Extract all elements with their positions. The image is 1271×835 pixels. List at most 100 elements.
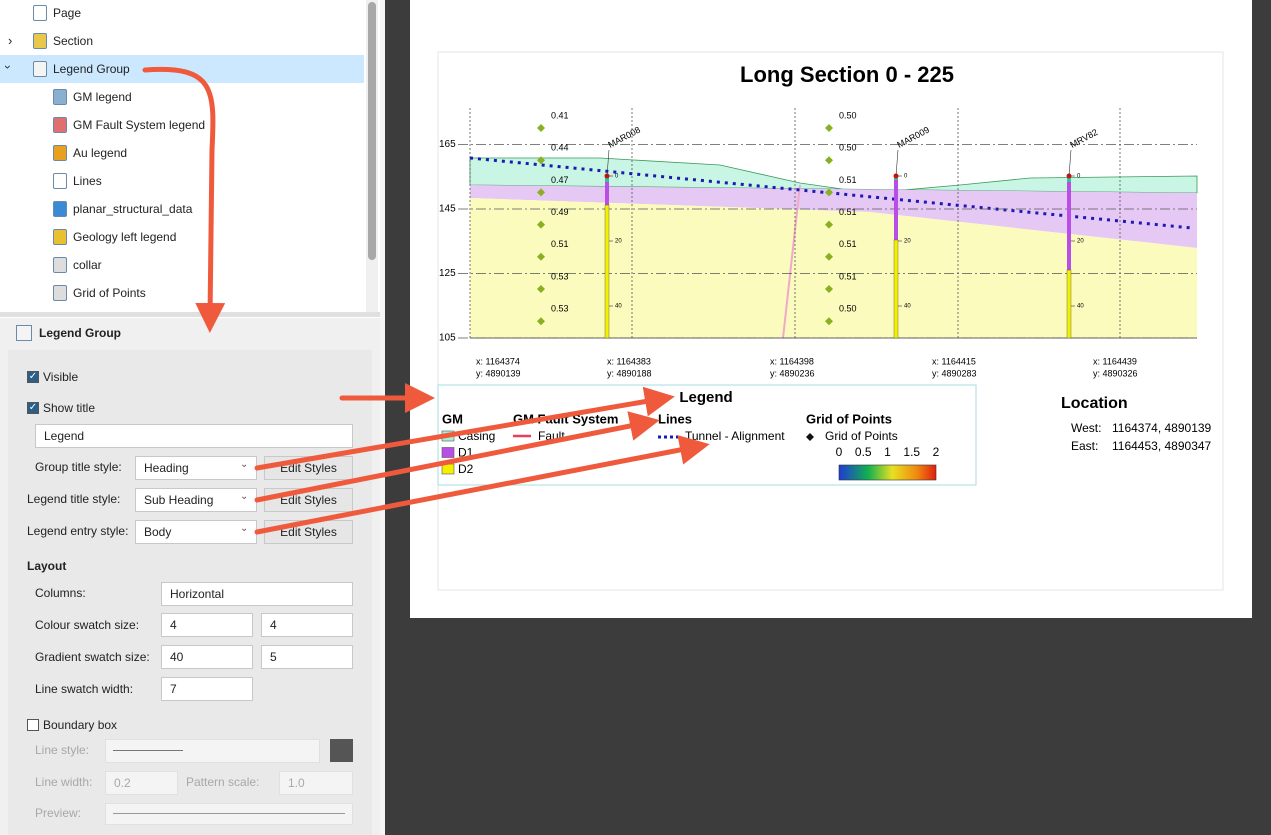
vertical-splitter[interactable] [380,0,385,835]
field-label: Pattern scale: [186,775,260,789]
depth-label: 20 [904,239,911,245]
coordinate-label: y: 4890139 [476,368,521,378]
elevation-label: 105 [439,333,456,344]
annotation-arrows [142,66,710,535]
style-select[interactable]: Body [135,520,257,544]
gradient-tick-label: 2 [933,445,940,459]
grid-symbol [806,433,814,441]
gradient-tick-label: 0 [836,445,843,459]
tree-item[interactable]: Legend Group [53,62,130,76]
drillhole-casing [605,176,609,182]
legend-group-title: Lines [658,411,692,426]
location-label: East: [1071,439,1098,453]
tree-item[interactable]: GM Fault System legend [73,118,206,132]
hole-leader [606,149,610,177]
drillhole-d1 [605,182,609,205]
style-label: Legend entry style: [27,524,129,538]
dropdown-arrow: ⌄ [240,491,249,502]
grid-point [825,188,833,197]
depth-label: 40 [615,304,622,310]
hole-leader [895,149,899,177]
legend-entry: D2 [458,462,474,476]
point-label: 0.53 [551,304,569,314]
grid-point [825,220,833,229]
splitter[interactable] [0,312,380,317]
checkbox[interactable]: ✓ [27,371,39,383]
spin-box[interactable]: 40 [161,645,253,669]
checkbox-label: Visible [43,370,79,384]
point-label: 0.49 [551,207,569,217]
field-label: Line style: [35,743,90,757]
gradient-tick-label: 0.5 [855,445,872,459]
checkbox[interactable]: ✓ [27,402,39,414]
tree-icon [53,173,67,189]
legend-group-title: Grid of Points [806,411,892,426]
tree-item[interactable]: Au legend [73,146,128,160]
tree-item[interactable]: Geology left legend [73,230,177,244]
point-label: 0.50 [839,143,857,153]
scrollbar[interactable] [366,0,378,312]
colour-box[interactable] [330,739,353,762]
coordinate-label: x: 1164415 [932,356,976,366]
gradient-bar [838,464,937,481]
drillhole-d2 [604,204,610,339]
checkbox-label: Show title [43,401,96,415]
drillhole-d1 [894,180,898,240]
tree-item[interactable]: collar [73,258,102,272]
tree-icon [53,89,67,105]
panel-title: Legend Group [39,326,121,340]
legend-entry: Tunnel - Alignment [685,429,785,443]
grid-point [825,317,833,326]
spin-box[interactable]: 7 [161,677,253,701]
coordinate-label: x: 1164439 [1093,356,1137,366]
grid-point [537,220,545,229]
spin-box[interactable]: 4 [161,613,253,637]
drillhole-d1 [1067,182,1071,270]
style-select[interactable]: Heading [135,456,257,480]
preview-box [105,803,353,825]
line-width-input[interactable]: 0.2 [105,771,178,795]
title-input[interactable]: Legend [35,424,353,448]
checkbox[interactable] [27,719,39,731]
checkbox-label: Boundary box [43,718,118,732]
tree-item[interactable]: planar_structural_data [73,202,193,216]
depth-label: 40 [904,304,911,310]
drillhole-casing [1067,176,1071,182]
elevation-label: 145 [439,204,456,215]
drillhole-d2 [893,239,899,339]
style-select[interactable]: Sub Heading [135,488,257,512]
tree-icon [53,285,67,301]
point-label: 0.41 [551,110,569,120]
gradient-tick-label: 1 [884,445,891,459]
field-label: Line swatch width: [35,682,134,696]
grid-point [825,156,833,165]
coordinate-label: y: 4890326 [1093,368,1138,378]
depth-label: 40 [1077,304,1084,310]
location-value: 1164374, 4890139 [1112,421,1212,435]
coordinate-label: y: 4890188 [607,368,652,378]
field-label: Line width: [35,775,93,789]
grid-point [537,252,545,261]
tree-icon [33,33,47,49]
point-label: 0.47 [551,175,569,185]
tree-icon [53,257,67,273]
tree-item[interactable]: Section [53,34,94,48]
drillhole-d2 [1066,269,1072,339]
tree-item[interactable]: Grid of Points [73,286,146,300]
legend-title: Legend [679,389,732,406]
tree-item[interactable]: GM legend [73,90,132,104]
spin-box[interactable]: 4 [261,613,353,637]
point-label: 0.51 [839,271,857,281]
line-style-select[interactable] [105,739,320,763]
left-panel: Page Section Legend Group GM legend GM Fault… [0,0,385,835]
style-label: Legend title style: [27,492,121,506]
scroll-thumb[interactable] [368,2,376,260]
location-title: Location [1061,395,1128,412]
tree-item[interactable]: Page [53,6,82,20]
pattern-scale-input[interactable]: 1.0 [279,771,353,795]
expander[interactable]: › [8,33,13,48]
columns-select[interactable]: Horizontal [161,582,353,606]
coordinate-label: x: 1164398 [770,356,814,366]
tree-item[interactable]: Lines [73,174,102,188]
spin-box[interactable]: 5 [261,645,353,669]
